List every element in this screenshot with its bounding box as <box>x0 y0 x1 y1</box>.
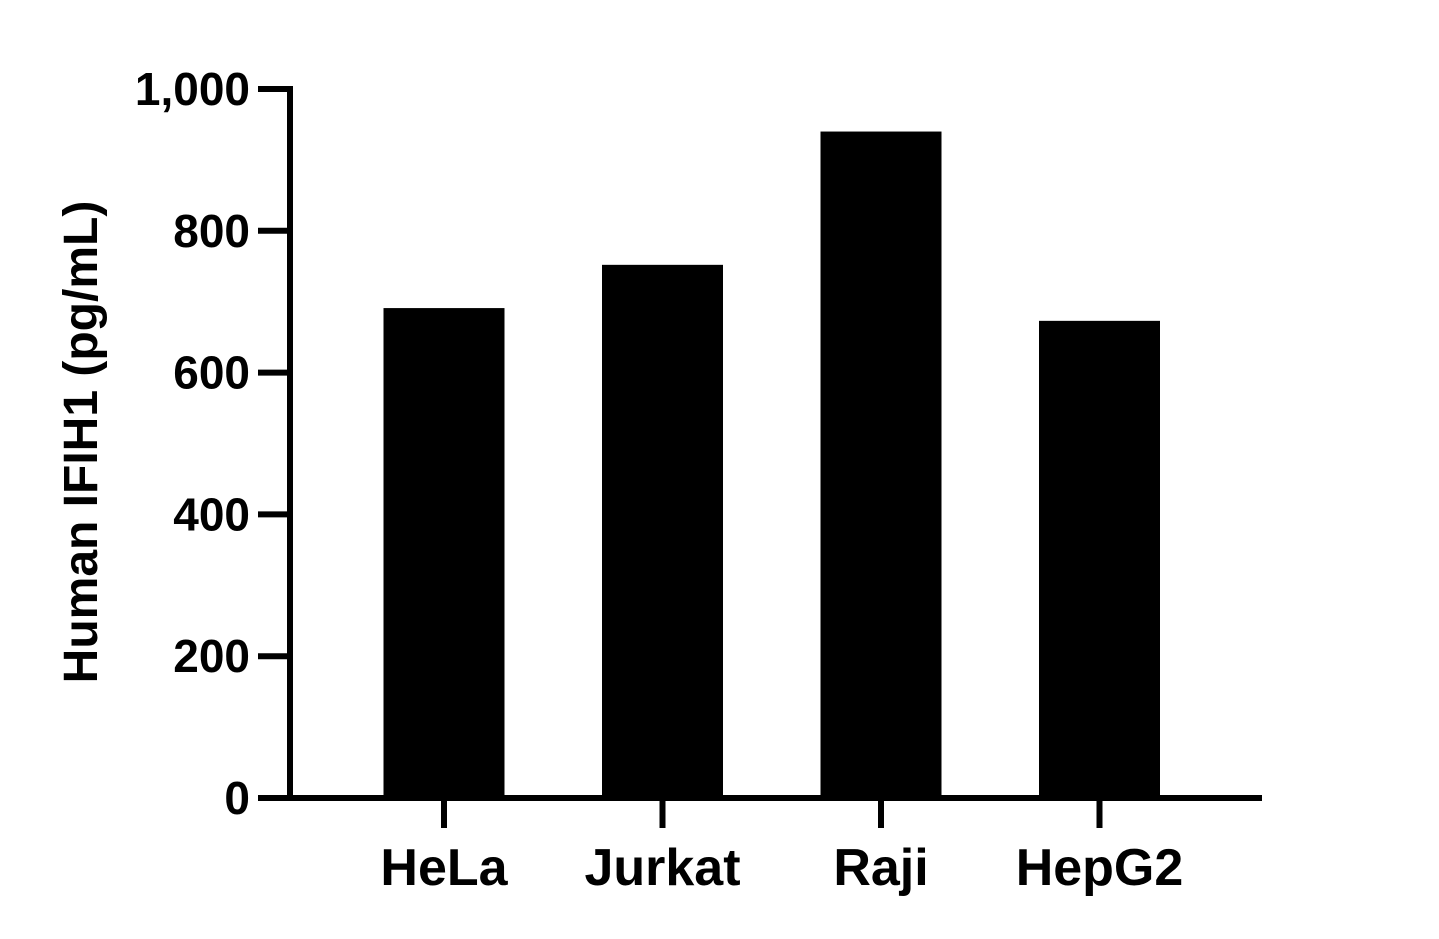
y-tick-label: 0 <box>224 772 250 824</box>
x-tick-label: HeLa <box>380 839 508 897</box>
y-axis-title: Human IFIH1 (pg/mL) <box>55 201 108 684</box>
bar-hela <box>383 308 505 798</box>
x-axis-ticks: HeLa Jurkat Raji HepG2 <box>380 798 1183 897</box>
y-tick-label: 600 <box>173 347 250 399</box>
x-tick-label: Raji <box>833 839 928 897</box>
y-tick-label: 800 <box>173 205 250 257</box>
x-tick-label: HepG2 <box>1016 839 1184 897</box>
bar-hepg2 <box>1039 320 1160 798</box>
bar-raji <box>820 131 942 799</box>
y-tick-label: 1,000 <box>135 63 250 115</box>
y-tick-label: 200 <box>173 630 250 682</box>
y-tick-label: 400 <box>173 488 250 540</box>
x-tick-label: Jurkat <box>584 839 740 897</box>
y-axis-ticks: 0 200 400 600 800 1,000 <box>135 63 290 824</box>
bar-jurkat <box>602 264 723 798</box>
bars <box>383 131 1160 799</box>
